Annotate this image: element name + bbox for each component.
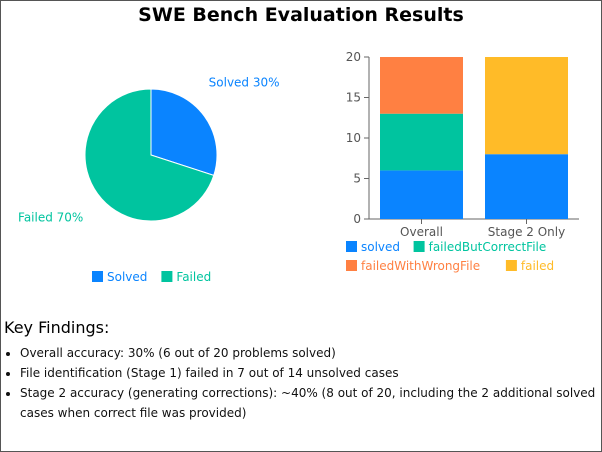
legend-label-solved: Solved [107, 270, 147, 284]
legend-label-failed-but-correct-file: failedButCorrectFile [429, 240, 547, 254]
legend-swatch-failed [505, 260, 517, 271]
legend-label-failed: failed [521, 259, 554, 273]
pie-chart: Solved 30% Failed 70% Solved Failed [18, 76, 280, 284]
bar-segment-failed-but-correct-file [380, 113, 463, 171]
legend-label-failed-with-wrong-file: failedWithWrongFile [361, 259, 480, 273]
pie-slice-failed [84, 88, 215, 222]
legend-label-failed: Failed [176, 270, 211, 284]
stacked-bar-chart: 0 5 10 15 20 Overall Stage 2 Only solved failedB… [346, 50, 579, 273]
bar-segment-failed-with-wrong-file [380, 57, 463, 114]
finding-item: Stage 2 accuracy (generating corrections… [20, 383, 598, 423]
finding-item: File identification (Stage 1) failed in … [20, 363, 598, 383]
x-tick-label: Overall [400, 225, 443, 239]
pie-label-failed: Failed 70% [18, 210, 83, 224]
findings-heading: Key Findings: [4, 318, 110, 337]
y-tick-label: 10 [346, 131, 361, 145]
page-title: SWE Bench Evaluation Results [138, 4, 464, 26]
y-tick-label: 0 [353, 212, 361, 226]
pie-slice-solved [150, 88, 218, 177]
y-tick-label: 15 [346, 91, 361, 105]
legend-label-solved: solved [361, 240, 400, 254]
legend-swatch-failed [161, 271, 173, 282]
y-tick-label: 5 [353, 172, 361, 186]
legend-swatch-failed-with-wrong-file [346, 260, 357, 271]
finding-item: Overall accuracy: 30% (6 out of 20 probl… [20, 343, 598, 363]
x-tick-label: Stage 2 Only [488, 225, 565, 239]
bar-segment-failed [485, 57, 568, 155]
findings-list: Overall accuracy: 30% (6 out of 20 probl… [4, 343, 598, 423]
legend-swatch-solved [92, 271, 103, 282]
bar-segment-solved [380, 170, 463, 219]
bar-segment-solved [485, 154, 568, 219]
key-findings: Key Findings: Overall accuracy: 30% (6 o… [4, 318, 598, 423]
legend-swatch-solved [346, 241, 357, 252]
y-tick-label: 20 [346, 50, 361, 64]
pie-label-solved: Solved 30% [209, 76, 280, 90]
legend-swatch-failed-but-correct-file [413, 241, 425, 252]
